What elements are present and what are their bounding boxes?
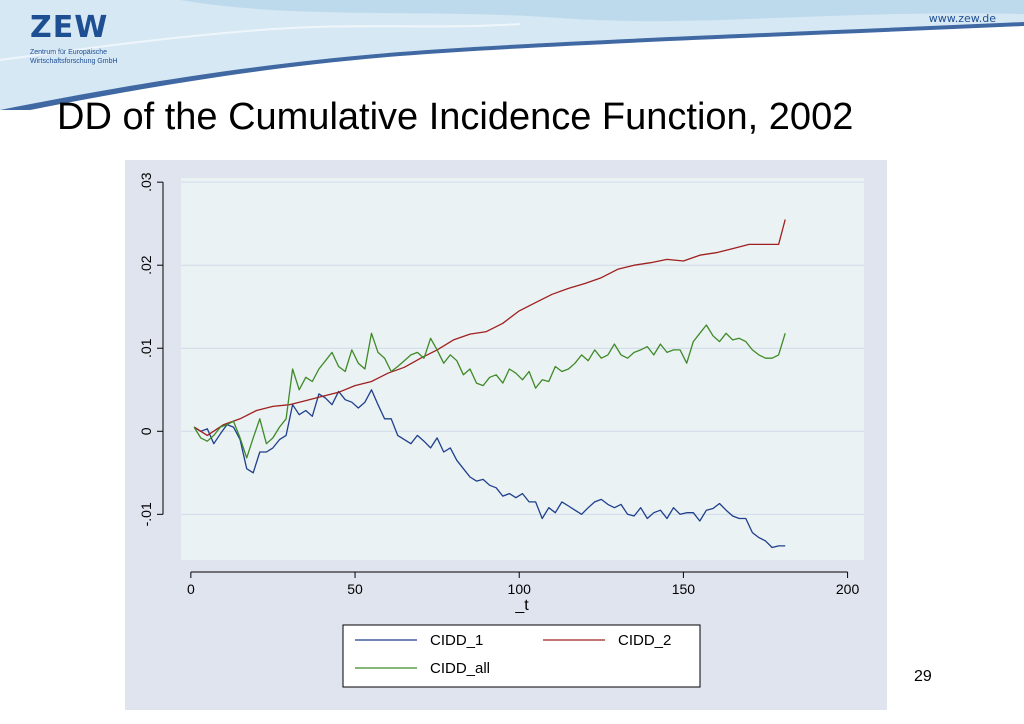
header-banner: ZEW Zentrum für Europäische Wirtschaftsf… bbox=[0, 0, 1024, 110]
y-tick-label-1: 0 bbox=[138, 427, 154, 435]
y-tick-label-2: .01 bbox=[138, 338, 154, 358]
logo-subtitle-line-2: Wirtschaftsforschung GmbH bbox=[30, 58, 118, 65]
series-line-cidd-all bbox=[193, 324, 786, 459]
legend-label-cidd-2: CIDD_2 bbox=[618, 632, 671, 649]
legend-label-cidd-1: CIDD_1 bbox=[430, 632, 483, 649]
series-line-cidd-1 bbox=[193, 389, 786, 549]
zew-logo: ZEW bbox=[30, 10, 109, 45]
slide-title: DD of the Cumulative Incidence Function,… bbox=[57, 96, 854, 138]
x-tick-label-1: 50 bbox=[347, 581, 363, 597]
x-tick-label-0: 0 bbox=[187, 581, 195, 597]
logo-subtitle: Zentrum für Europäische Wirtschaftsforsc… bbox=[30, 48, 150, 66]
wave-decoration bbox=[0, 0, 1024, 110]
series-line-cidd-2 bbox=[193, 219, 786, 437]
legend-box bbox=[342, 624, 701, 688]
line-chart: -.01 0 .01 .02 .03 0 50 100 150 200 _t CIDD_1 CID… bbox=[125, 160, 887, 710]
logo-subtitle-line-1: Zentrum für Europäische bbox=[30, 49, 108, 56]
y-tick-label-3: .02 bbox=[138, 255, 154, 275]
x-tick-label-4: 200 bbox=[836, 581, 860, 597]
legend: CIDD_1 CIDD_2 CIDD_all bbox=[342, 624, 701, 688]
x-tick-label-3: 150 bbox=[672, 581, 696, 597]
y-tick-label-0: -.01 bbox=[138, 502, 154, 526]
x-tick-label-2: 100 bbox=[508, 581, 532, 597]
legend-label-cidd-all: CIDD_all bbox=[430, 660, 490, 677]
page-number: 29 bbox=[914, 668, 932, 685]
x-axis-label: _t bbox=[514, 597, 529, 614]
y-tick-label-4: .03 bbox=[138, 172, 154, 192]
plot-area bbox=[181, 178, 864, 560]
website-link[interactable]: www.zew.de bbox=[928, 12, 996, 25]
